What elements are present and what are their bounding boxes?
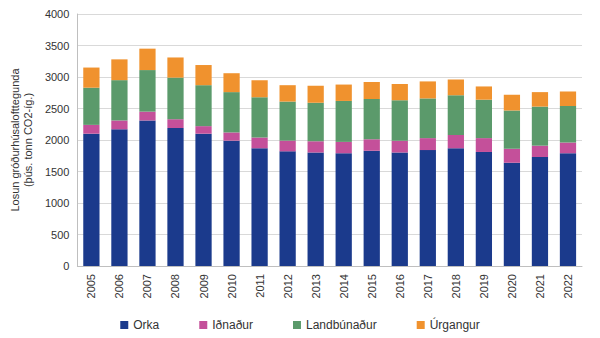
svg-text:Iðnaður: Iðnaður (212, 318, 253, 332)
svg-text:2016: 2016 (394, 274, 406, 298)
svg-text:2009: 2009 (198, 274, 210, 298)
svg-text:2010: 2010 (226, 274, 238, 298)
svg-text:2022: 2022 (562, 274, 574, 298)
svg-text:1500: 1500 (45, 166, 69, 178)
svg-text:3000: 3000 (45, 71, 69, 83)
svg-text:2012: 2012 (282, 274, 294, 298)
svg-text:3500: 3500 (45, 40, 69, 52)
svg-text:2011: 2011 (254, 274, 266, 298)
svg-text:Landbúnaður: Landbúnaður (306, 318, 377, 332)
svg-text:2007: 2007 (141, 274, 153, 298)
svg-text:Orka: Orka (133, 318, 159, 332)
svg-text:Losun gróðurhúsalofttegunda: Losun gróðurhúsalofttegunda (9, 68, 21, 212)
svg-text:4000: 4000 (45, 8, 69, 20)
svg-text:(þús. tonn CO2-íg.): (þús. tonn CO2-íg.) (22, 93, 34, 187)
svg-text:2006: 2006 (113, 274, 125, 298)
svg-text:Úrgangur: Úrgangur (430, 317, 480, 332)
svg-text:2021: 2021 (534, 274, 546, 298)
svg-text:0: 0 (63, 260, 69, 272)
svg-text:2020: 2020 (506, 274, 518, 298)
svg-text:2014: 2014 (338, 274, 350, 298)
svg-text:2019: 2019 (478, 274, 490, 298)
svg-text:2017: 2017 (422, 274, 434, 298)
svg-text:2013: 2013 (310, 274, 322, 298)
svg-text:2500: 2500 (45, 103, 69, 115)
svg-text:2015: 2015 (366, 274, 378, 298)
svg-text:2018: 2018 (450, 274, 462, 298)
svg-text:2000: 2000 (45, 134, 69, 146)
svg-text:2005: 2005 (85, 274, 97, 298)
svg-text:1000: 1000 (45, 197, 69, 209)
svg-text:2008: 2008 (169, 274, 181, 298)
svg-text:500: 500 (51, 229, 69, 241)
